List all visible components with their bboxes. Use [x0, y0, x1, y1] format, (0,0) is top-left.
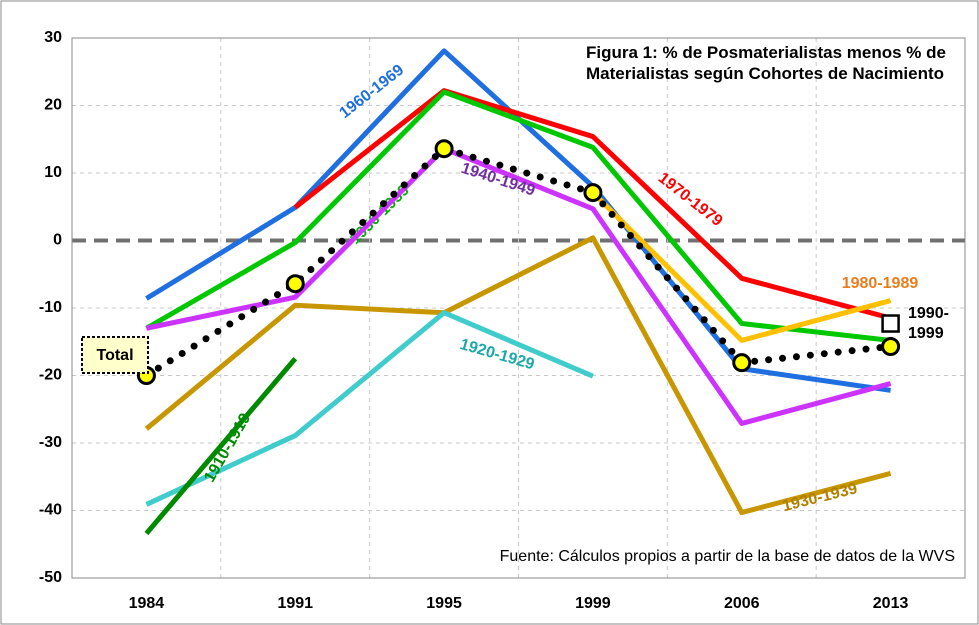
y-tick-label: -50 — [39, 569, 62, 586]
series-line — [145, 310, 594, 507]
y-tick-label: -40 — [39, 502, 62, 519]
y-tick-label: -20 — [39, 367, 62, 384]
marker — [434, 139, 454, 159]
series-label: 1990-1999 — [908, 305, 949, 342]
series-label: Total — [96, 347, 133, 364]
series-line — [144, 357, 298, 536]
series-label: 1980-1989 — [842, 275, 919, 292]
y-tick-label: 10 — [44, 164, 62, 181]
y-tick-label: 30 — [44, 29, 62, 46]
marker — [881, 314, 900, 333]
series-line — [145, 146, 892, 426]
marker — [732, 353, 752, 373]
series-line — [145, 89, 891, 343]
y-tick-label: 0 — [53, 232, 62, 249]
series-line — [591, 190, 892, 343]
marker — [583, 183, 603, 203]
marker — [881, 336, 901, 356]
marker — [285, 274, 305, 294]
x-tick-label: 1999 — [575, 595, 611, 612]
series-line — [293, 88, 892, 321]
chart-title: Figura 1: % de Posmaterialistas menos % … — [586, 43, 946, 83]
y-tick-label: -10 — [39, 299, 62, 316]
y-tick-label: 20 — [44, 97, 62, 114]
total-box — [81, 336, 149, 374]
plot-border — [71, 37, 966, 579]
x-tick-label: 2006 — [724, 595, 760, 612]
series-line — [144, 235, 892, 516]
x-tick-label: 1984 — [129, 595, 165, 612]
source: Fuente: Cálculos propios a partir de la … — [499, 548, 955, 565]
x-tick-label: 1995 — [426, 595, 462, 612]
y-tick-label: -30 — [39, 434, 62, 451]
x-tick-label: 1991 — [277, 595, 313, 612]
series-line — [142, 145, 895, 379]
x-tick-label: 2013 — [873, 595, 909, 612]
